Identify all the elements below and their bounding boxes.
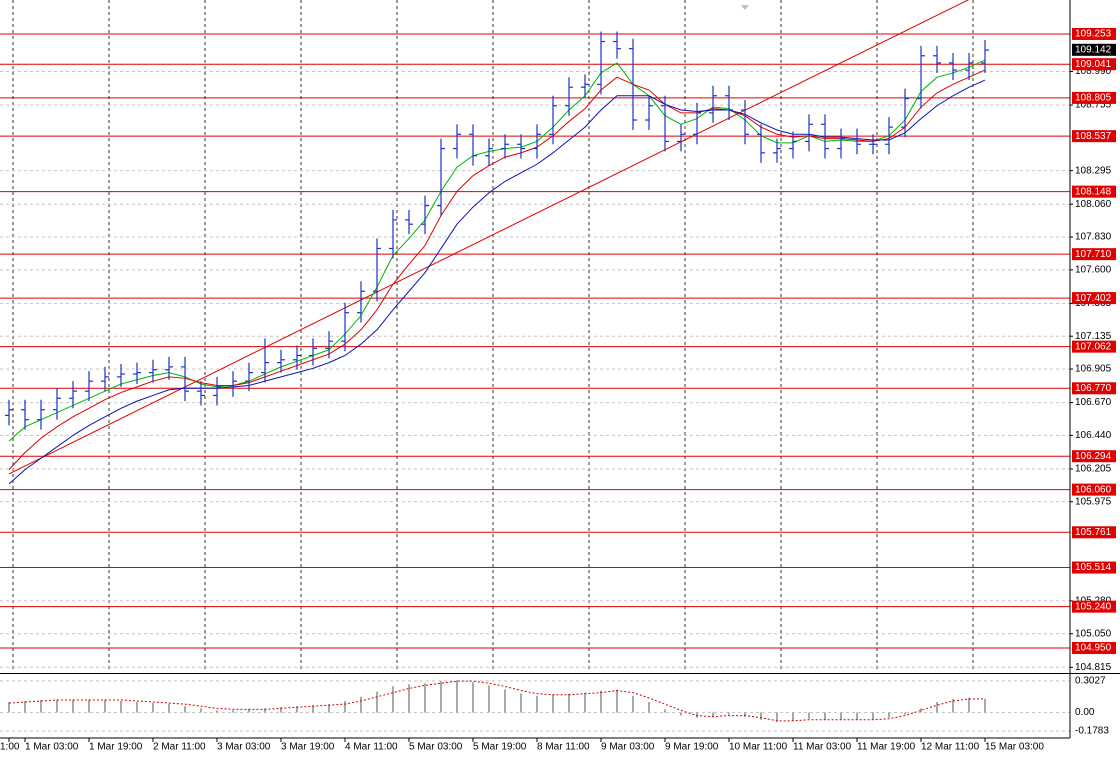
level-label-box bbox=[1072, 450, 1116, 463]
grid-layer bbox=[0, 0, 1070, 672]
level-label-box bbox=[1072, 526, 1116, 539]
level-label: 107.710 bbox=[1075, 249, 1112, 260]
x-tick-label: 12 Mar 11:00 bbox=[921, 742, 980, 753]
level-label-box bbox=[1072, 185, 1116, 198]
y-tick-label: 108.755 bbox=[1075, 100, 1112, 111]
level-label: 106.770 bbox=[1075, 383, 1112, 394]
y-tick-label: 108.295 bbox=[1075, 165, 1112, 176]
level-label: 105.514 bbox=[1075, 562, 1112, 573]
level-label: 107.402 bbox=[1075, 293, 1112, 304]
level-label: 107.062 bbox=[1075, 341, 1112, 352]
level-label: 108.148 bbox=[1075, 186, 1112, 197]
level-label-box bbox=[1072, 292, 1116, 305]
y-tick-label: 108.990 bbox=[1075, 66, 1112, 77]
x-tick-label: 9 Mar 19:00 bbox=[665, 742, 719, 753]
y-tick-label: 106.205 bbox=[1075, 464, 1112, 475]
level-label-box bbox=[1072, 248, 1116, 261]
x-tick-label: 5 Mar 03:00 bbox=[409, 742, 463, 753]
level-label: 106.060 bbox=[1075, 484, 1112, 495]
moving-average-line bbox=[8, 79, 986, 485]
x-tick-label: 3 Mar 03:00 bbox=[217, 742, 271, 753]
level-label-box bbox=[1072, 91, 1116, 104]
indicator-layer bbox=[0, 680, 1070, 732]
current-price-label: 109.142 bbox=[1075, 44, 1112, 55]
level-label-box bbox=[1072, 130, 1116, 143]
indicator-tick-label: -0.1783 bbox=[1075, 726, 1109, 737]
y-tick-label: 105.050 bbox=[1075, 628, 1112, 639]
level-label: 104.950 bbox=[1075, 643, 1112, 654]
level-label: 109.041 bbox=[1075, 59, 1112, 70]
x-tick-label: 1 Mar 19:00 bbox=[89, 742, 143, 753]
y-tick-label: 107.600 bbox=[1075, 264, 1112, 275]
x-tick-label: 4 Mar 11:00 bbox=[345, 742, 398, 753]
x-tick-label: 15 Mar 03:00 bbox=[985, 742, 1044, 753]
x-tick-label: 5 Mar 19:00 bbox=[473, 742, 527, 753]
level-label: 105.761 bbox=[1075, 527, 1112, 538]
level-label-box bbox=[1072, 382, 1116, 395]
x-tick-label: 9 Mar 03:00 bbox=[601, 742, 655, 753]
shift-marker bbox=[741, 5, 749, 10]
level-label: 109.253 bbox=[1075, 29, 1112, 40]
level-label-box bbox=[1072, 340, 1116, 353]
current-price-box bbox=[1072, 43, 1116, 56]
level-label: 108.805 bbox=[1075, 93, 1112, 104]
moving-average-line bbox=[8, 69, 986, 470]
level-label-box bbox=[1072, 58, 1116, 71]
level-label-box bbox=[1072, 27, 1116, 40]
y-tick-label: 106.905 bbox=[1075, 364, 1112, 375]
y-tick-label: 108.060 bbox=[1075, 199, 1112, 210]
trendline bbox=[8, 0, 970, 475]
level-label-box bbox=[1072, 561, 1116, 574]
y-tick-label: 104.815 bbox=[1075, 662, 1112, 673]
x-tick-label: 1 Mar 03:00 bbox=[25, 742, 79, 753]
y-tick-label: 107.135 bbox=[1075, 331, 1112, 342]
price-layer bbox=[0, 0, 1070, 649]
level-label-box bbox=[1072, 483, 1116, 496]
x-tick-label: 10 Mar 11:00 bbox=[729, 742, 788, 753]
level-label: 108.537 bbox=[1075, 131, 1112, 142]
x-tick-label: 1:00 bbox=[0, 742, 20, 753]
x-tick-label: 3 Mar 19:00 bbox=[281, 742, 335, 753]
moving-average-line bbox=[8, 59, 986, 442]
indicator-tick-label: 0.00 bbox=[1075, 707, 1095, 718]
indicator-tick-label: 0.3027 bbox=[1075, 676, 1106, 687]
y-tick-label: 105.975 bbox=[1075, 496, 1112, 507]
x-tick-label: 8 Mar 11:00 bbox=[537, 742, 590, 753]
y-tick-label: 106.670 bbox=[1075, 397, 1112, 408]
level-label-box bbox=[1072, 642, 1116, 655]
level-label: 105.240 bbox=[1075, 601, 1112, 612]
level-label-box bbox=[1072, 600, 1116, 613]
x-tick-label: 11 Mar 19:00 bbox=[857, 742, 916, 753]
x-tick-label: 11 Mar 03:00 bbox=[793, 742, 852, 753]
y-tick-label: 106.440 bbox=[1075, 430, 1112, 441]
axis-layer: 108.990 108.755 108.295 108.060 107.830 107.6… bbox=[0, 27, 1116, 753]
y-tick-label: 107.830 bbox=[1075, 232, 1112, 243]
x-tick-label: 2 Mar 11:00 bbox=[153, 742, 206, 753]
level-label: 106.294 bbox=[1075, 451, 1112, 462]
